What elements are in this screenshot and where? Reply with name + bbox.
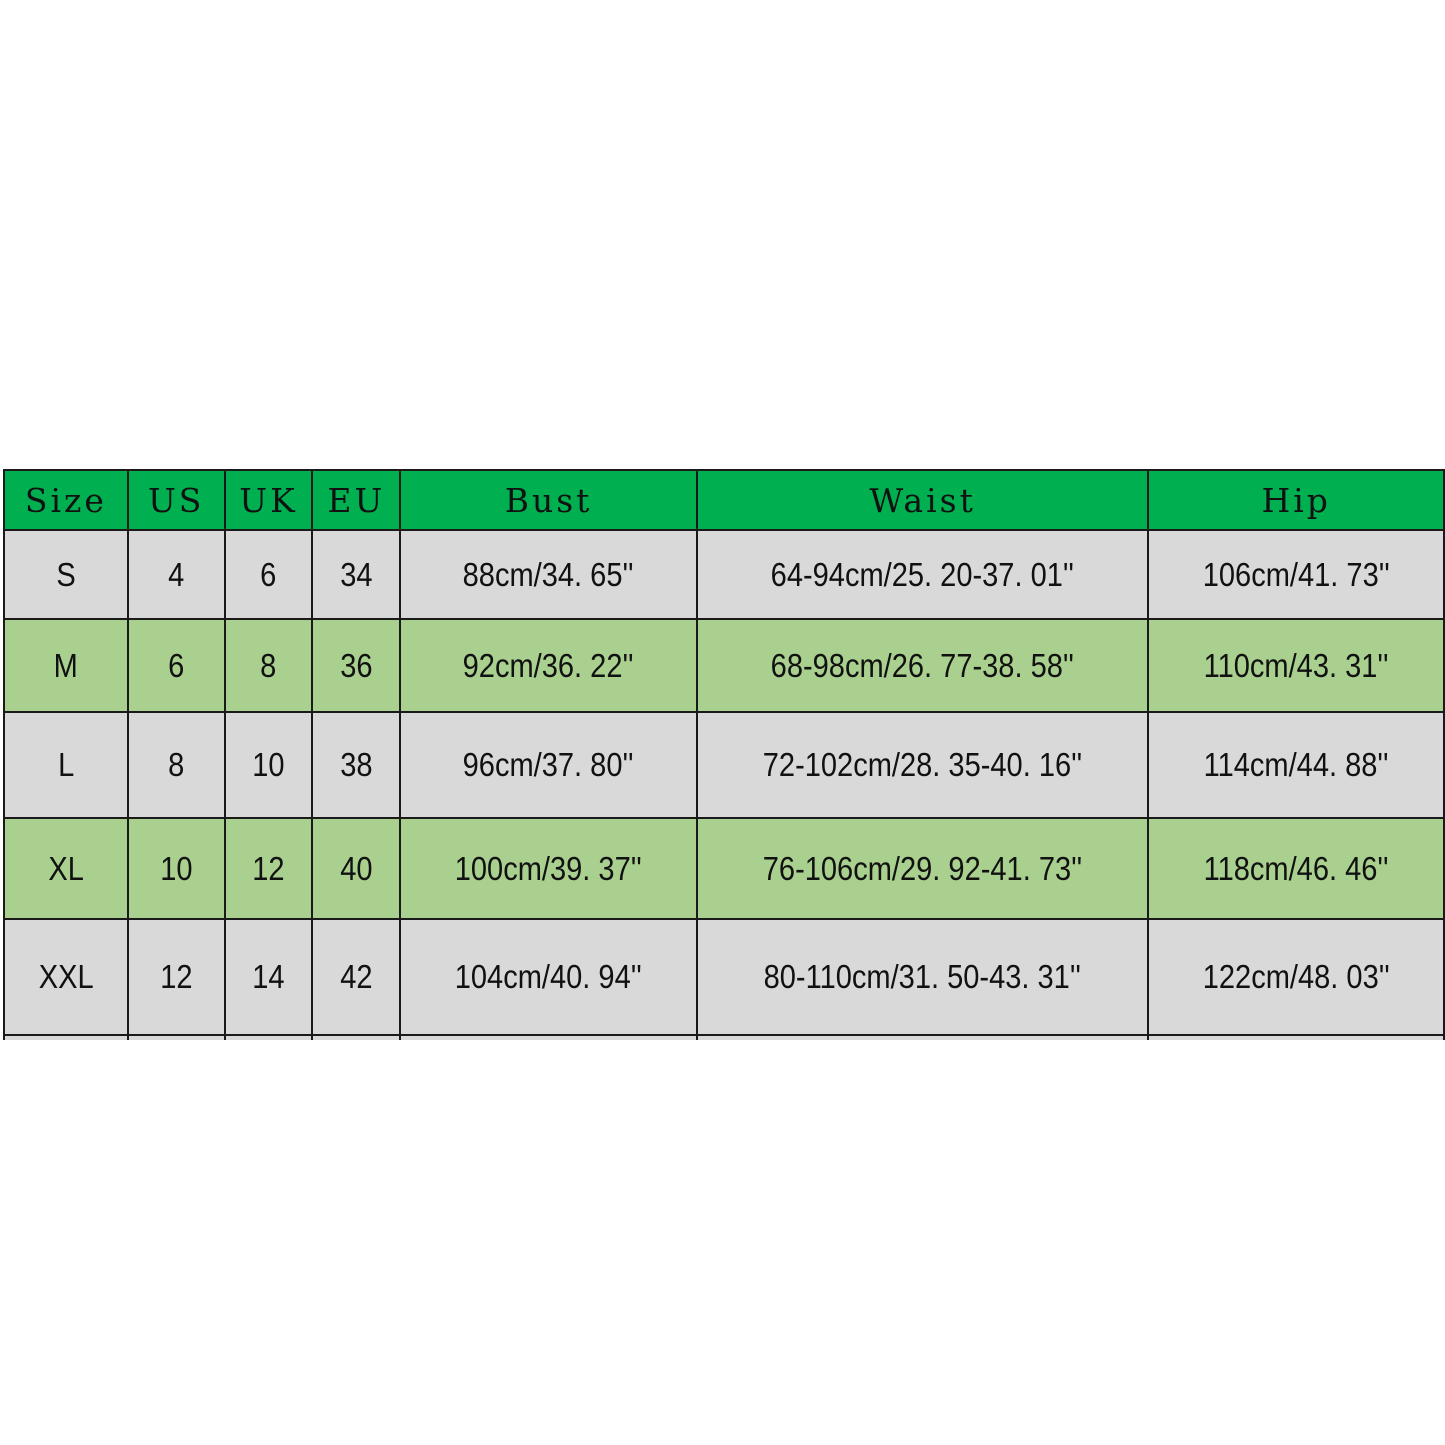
cell-bust: 100cm/39. 37'' — [399, 817, 698, 920]
cell-uk: 12 — [223, 817, 314, 920]
cell-size: XXL — [3, 918, 129, 1036]
cell-uk: 8 — [223, 618, 314, 713]
partial-row — [3, 1034, 1445, 1040]
cell-text: XXL — [38, 958, 94, 995]
cell-bust: 96cm/37. 80'' — [399, 711, 698, 819]
cell-text: 118cm/46. 46'' — [1203, 849, 1389, 887]
cell-text: 110cm/43. 31'' — [1203, 646, 1389, 684]
cell-hip: 110cm/43. 31'' — [1147, 618, 1445, 713]
header-waist: Waist — [695, 469, 1150, 531]
cell-waist: 72-102cm/28. 35-40. 16'' — [695, 711, 1150, 819]
cell-waist: 76-106cm/29. 92-41. 73'' — [695, 817, 1150, 920]
cell-uk: 14 — [223, 918, 314, 1036]
cell-size: L — [3, 711, 129, 819]
cell-eu: 42 — [311, 918, 402, 1036]
header-us: US — [126, 469, 226, 531]
cell-text: 40 — [340, 849, 373, 887]
cell-text: 42 — [340, 958, 373, 995]
cell-text: 6 — [260, 555, 277, 593]
cell-us: 6 — [126, 618, 226, 713]
table-row: S 4 6 34 88cm/34. 65'' 64-94cm/25. 20-37. 01'… — [3, 529, 1445, 620]
cell-uk: 10 — [223, 711, 314, 819]
cell-waist: 68-98cm/26. 77-38. 58'' — [695, 618, 1150, 713]
cell-hip: 118cm/46. 46'' — [1147, 817, 1445, 920]
cell-text: 14 — [252, 958, 285, 995]
cell-size: S — [3, 529, 129, 620]
cell-size: M — [3, 618, 129, 713]
table-row: L 8 10 38 96cm/37. 80'' 72-102cm/28. 35-40. 1… — [3, 711, 1445, 819]
cell-waist: 80-110cm/31. 50-43. 31'' — [695, 918, 1150, 1036]
cell-hip: 114cm/44. 88'' — [1147, 711, 1445, 819]
cell-us: 8 — [126, 711, 226, 819]
cell-text: 38 — [340, 746, 373, 783]
cell-uk: 6 — [223, 529, 314, 620]
cell-text: L — [57, 746, 74, 783]
cell-size: XL — [3, 817, 129, 920]
cell-text: 96cm/37. 80'' — [463, 746, 635, 783]
cell-text: 10 — [252, 746, 285, 783]
cell-eu: 36 — [311, 618, 402, 713]
cell-bust: 88cm/34. 65'' — [399, 529, 698, 620]
cell-text: 72-102cm/28. 35-40. 16'' — [762, 746, 1083, 783]
cell-empty — [695, 1034, 1150, 1040]
cell-eu: 34 — [311, 529, 402, 620]
cell-text: 10 — [160, 849, 193, 887]
cell-bust: 104cm/40. 94'' — [399, 918, 698, 1036]
cell-empty — [399, 1034, 698, 1040]
cell-text: 12 — [252, 849, 285, 887]
cell-text: 92cm/36. 22'' — [463, 646, 635, 684]
cell-text: 6 — [168, 646, 185, 684]
cell-text: M — [53, 646, 78, 684]
cell-text: 122cm/48. 03'' — [1202, 958, 1390, 995]
header-size: Size — [3, 469, 129, 531]
cell-text: 4 — [168, 555, 185, 593]
cell-empty — [1147, 1034, 1445, 1040]
cell-us: 4 — [126, 529, 226, 620]
cell-text: 100cm/39. 37'' — [455, 849, 643, 887]
cell-empty — [3, 1034, 129, 1040]
cell-text: XL — [48, 849, 84, 887]
cell-bust: 92cm/36. 22'' — [399, 618, 698, 713]
cell-text: 80-110cm/31. 50-43. 31'' — [763, 958, 1082, 995]
cell-empty — [311, 1034, 402, 1040]
cell-text: 64-94cm/25. 20-37. 01'' — [770, 555, 1075, 593]
table-row: XL 10 12 40 100cm/39. 37'' 76-106cm/29. 92-41… — [3, 817, 1445, 920]
cell-eu: 38 — [311, 711, 402, 819]
cell-text: 8 — [260, 646, 277, 684]
table-row: M 6 8 36 92cm/36. 22'' 68-98cm/26. 77-38. 58'… — [3, 618, 1445, 713]
cell-text: 12 — [160, 958, 193, 995]
header-eu: EU — [311, 469, 402, 531]
cell-text: 88cm/34. 65'' — [463, 555, 635, 593]
cell-text: 114cm/44. 88'' — [1203, 746, 1389, 783]
cell-text: S — [56, 555, 76, 593]
header-hip: Hip — [1147, 469, 1445, 531]
size-chart-table: Size US UK EU Bust Waist Hip S 4 6 34 88cm/3… — [3, 469, 1445, 1040]
cell-empty — [223, 1034, 314, 1040]
cell-text: 76-106cm/29. 92-41. 73'' — [762, 849, 1083, 887]
header-row: Size US UK EU Bust Waist Hip — [3, 469, 1445, 531]
cell-text: 8 — [168, 746, 185, 783]
cell-text: 36 — [340, 646, 373, 684]
header-uk: UK — [223, 469, 314, 531]
cell-us: 12 — [126, 918, 226, 1036]
cell-eu: 40 — [311, 817, 402, 920]
cell-empty — [126, 1034, 226, 1040]
cell-waist: 64-94cm/25. 20-37. 01'' — [695, 529, 1150, 620]
cell-text: 34 — [340, 555, 373, 593]
cell-hip: 122cm/48. 03'' — [1147, 918, 1445, 1036]
cell-hip: 106cm/41. 73'' — [1147, 529, 1445, 620]
table-row: XXL 12 14 42 104cm/40. 94'' 80-110cm/31. 50-4… — [3, 918, 1445, 1036]
header-bust: Bust — [399, 469, 698, 531]
cell-text: 104cm/40. 94'' — [455, 958, 643, 995]
cell-us: 10 — [126, 817, 226, 920]
cell-text: 106cm/41. 73'' — [1202, 555, 1390, 593]
cell-text: 68-98cm/26. 77-38. 58'' — [770, 646, 1075, 684]
